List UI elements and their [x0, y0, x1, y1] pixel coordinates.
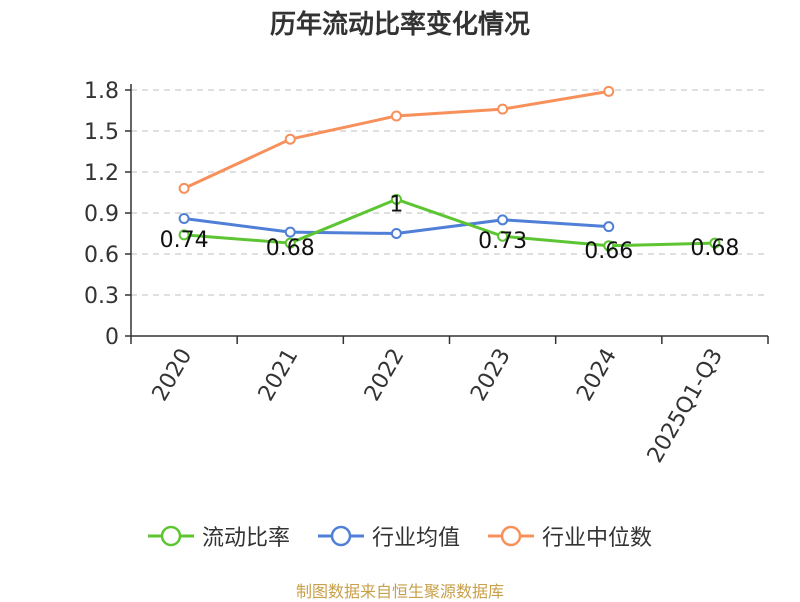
x-tick-label: 2023	[466, 345, 516, 406]
data-point	[390, 228, 402, 239]
data-point	[603, 221, 615, 233]
data-point	[603, 85, 615, 97]
source-note: 制图数据来自恒生聚源数据库	[295, 582, 504, 601]
legend-item[interactable]: 行业中位数	[488, 520, 652, 552]
data-label: 0.68	[266, 236, 315, 261]
data-label: 0.73	[478, 229, 527, 254]
y-tick-label: 1.2	[84, 161, 119, 186]
y-tick-label: 0.6	[84, 243, 119, 268]
data-point	[390, 193, 402, 205]
data-point	[284, 226, 296, 238]
x-tick-label: 2021	[254, 345, 304, 406]
data-label: 0.74	[160, 228, 209, 253]
series-line	[183, 197, 715, 248]
legend-label: 行业中位数	[542, 526, 653, 551]
legend-swatch	[147, 525, 194, 547]
data-label: 0.68	[690, 236, 739, 261]
data-point	[284, 237, 296, 249]
legend-swatch	[488, 525, 534, 547]
chart-title: 历年流动比率变化情况	[269, 10, 530, 40]
data-point	[497, 230, 509, 242]
legend-swatch	[317, 525, 364, 547]
legend: 流动比率 行业均值 行业中位数	[0, 520, 800, 552]
data-label: 1	[389, 192, 403, 217]
data-point	[603, 240, 615, 252]
legend-item[interactable]: 行业均值	[317, 520, 460, 552]
y-tick-label: 0	[105, 325, 119, 350]
legend-label: 行业均值	[371, 526, 460, 551]
data-point	[390, 110, 402, 122]
series-line	[183, 89, 609, 190]
legend-label: 流动比率	[201, 526, 290, 551]
x-tick-label: 2025Q1-Q3	[643, 345, 728, 468]
x-tick-label: 2020	[148, 345, 198, 406]
data-point	[497, 214, 509, 226]
x-tick-label: 2024	[572, 345, 622, 406]
y-tick-label: 1.8	[84, 79, 119, 104]
data-point	[178, 229, 190, 241]
data-point	[284, 133, 296, 145]
x-tick-label: 2022	[360, 345, 410, 406]
y-tick-label: 0.3	[84, 284, 119, 309]
data-point	[709, 237, 721, 249]
y-tick-label: 1.5	[84, 120, 119, 145]
data-label: 0.66	[584, 239, 633, 264]
legend-item[interactable]: 流动比率	[147, 520, 290, 552]
y-tick-label: 0.9	[84, 202, 119, 227]
data-point	[178, 182, 190, 194]
data-point	[497, 103, 509, 115]
data-point	[178, 212, 190, 224]
